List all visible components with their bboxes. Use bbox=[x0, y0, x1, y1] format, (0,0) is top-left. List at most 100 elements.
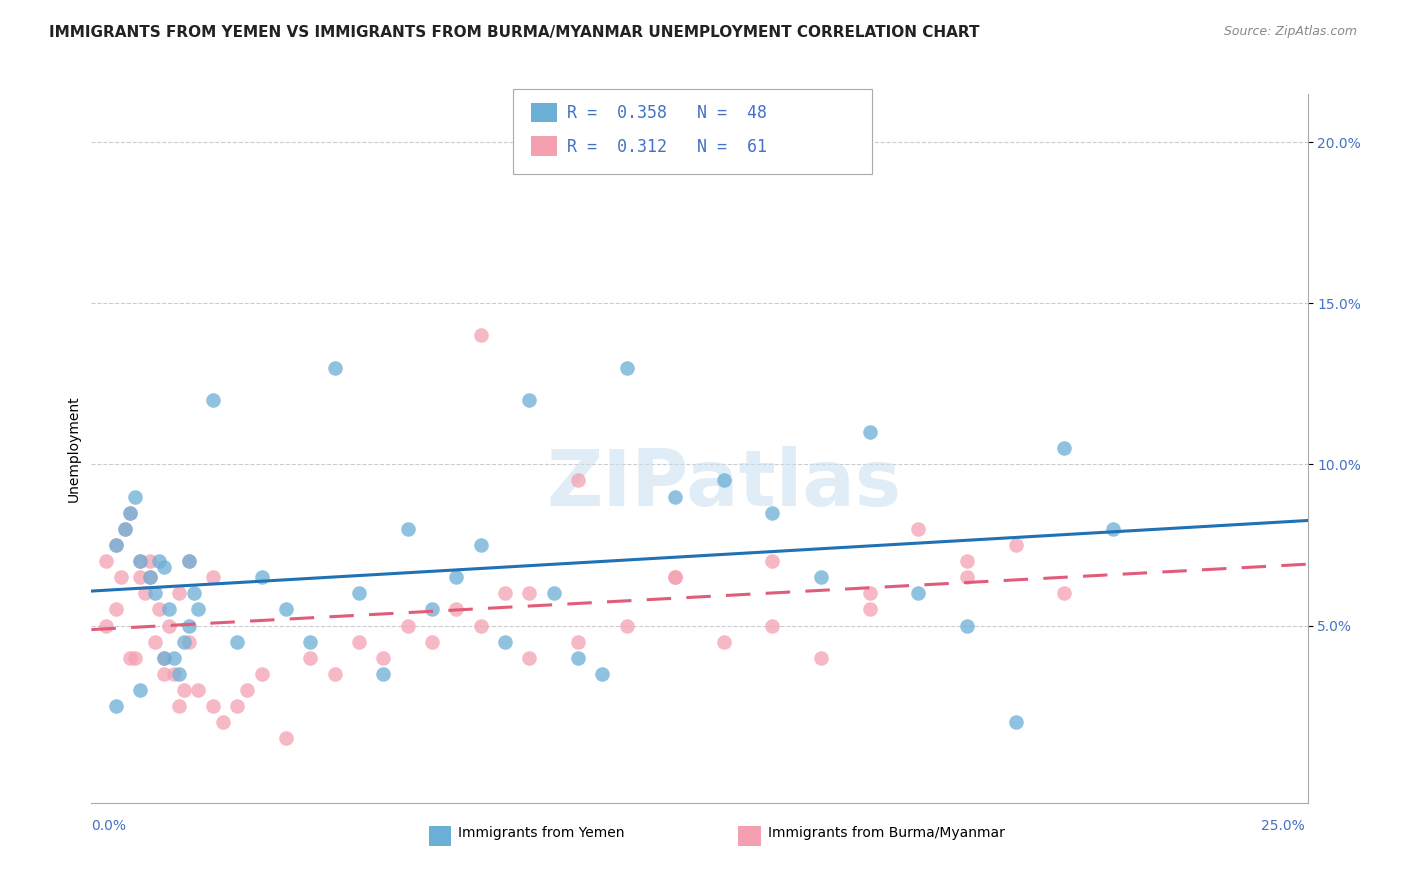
Point bbox=[183, 586, 205, 600]
Point bbox=[859, 586, 882, 600]
Point bbox=[157, 618, 180, 632]
Point bbox=[517, 586, 540, 600]
Point bbox=[810, 570, 832, 584]
Point bbox=[956, 618, 979, 632]
Point bbox=[202, 570, 225, 584]
Text: R =  0.312   N =  61: R = 0.312 N = 61 bbox=[567, 138, 766, 156]
Point bbox=[1053, 586, 1076, 600]
Point bbox=[139, 554, 162, 568]
Point bbox=[120, 506, 142, 520]
Text: Immigrants from Burma/Myanmar: Immigrants from Burma/Myanmar bbox=[768, 826, 1004, 840]
Point bbox=[134, 586, 156, 600]
Point bbox=[104, 602, 127, 616]
Point bbox=[226, 699, 249, 714]
Text: 0.0%: 0.0% bbox=[91, 819, 127, 833]
Point bbox=[907, 586, 929, 600]
Text: IMMIGRANTS FROM YEMEN VS IMMIGRANTS FROM BURMA/MYANMAR UNEMPLOYMENT CORRELATION : IMMIGRANTS FROM YEMEN VS IMMIGRANTS FROM… bbox=[49, 25, 980, 40]
Point bbox=[713, 634, 735, 648]
Point bbox=[567, 650, 589, 665]
Point bbox=[226, 634, 249, 648]
Point bbox=[1004, 538, 1026, 552]
Point bbox=[94, 554, 117, 568]
Point bbox=[139, 570, 162, 584]
Text: ZIPatlas: ZIPatlas bbox=[547, 446, 901, 522]
Point bbox=[177, 634, 200, 648]
Point bbox=[420, 602, 443, 616]
Text: Immigrants from Yemen: Immigrants from Yemen bbox=[458, 826, 624, 840]
Point bbox=[163, 650, 186, 665]
Point bbox=[167, 699, 190, 714]
Point bbox=[104, 699, 127, 714]
Point bbox=[323, 666, 346, 681]
Point bbox=[347, 586, 370, 600]
Point bbox=[299, 650, 322, 665]
Point bbox=[664, 490, 686, 504]
Point bbox=[129, 570, 152, 584]
Point bbox=[202, 392, 225, 407]
Point bbox=[591, 666, 613, 681]
Point bbox=[470, 328, 492, 343]
Point bbox=[761, 506, 783, 520]
Point bbox=[274, 731, 297, 746]
Point bbox=[173, 634, 195, 648]
Point bbox=[153, 666, 176, 681]
Point bbox=[761, 554, 783, 568]
Point bbox=[470, 538, 492, 552]
Point bbox=[114, 522, 136, 536]
Point bbox=[494, 634, 516, 648]
Point bbox=[157, 602, 180, 616]
Point bbox=[347, 634, 370, 648]
Point bbox=[444, 602, 467, 616]
Point bbox=[616, 360, 638, 375]
Point bbox=[177, 554, 200, 568]
Point bbox=[274, 602, 297, 616]
Point bbox=[494, 586, 516, 600]
Point bbox=[120, 650, 142, 665]
Point bbox=[444, 570, 467, 584]
Point bbox=[110, 570, 132, 584]
Point bbox=[517, 650, 540, 665]
Point bbox=[104, 538, 127, 552]
Point bbox=[420, 634, 443, 648]
Point bbox=[907, 522, 929, 536]
Point bbox=[120, 506, 142, 520]
Point bbox=[211, 715, 233, 730]
Point bbox=[1004, 715, 1026, 730]
Point bbox=[202, 699, 225, 714]
Point bbox=[373, 650, 395, 665]
Point bbox=[187, 683, 209, 698]
Point bbox=[148, 602, 170, 616]
Point bbox=[396, 522, 419, 536]
Point bbox=[124, 490, 146, 504]
Point bbox=[373, 666, 395, 681]
Point bbox=[616, 618, 638, 632]
Point bbox=[153, 650, 176, 665]
Point bbox=[859, 602, 882, 616]
Point bbox=[859, 425, 882, 439]
Point bbox=[323, 360, 346, 375]
Point bbox=[567, 634, 589, 648]
Text: 25.0%: 25.0% bbox=[1261, 819, 1305, 833]
Point bbox=[139, 570, 162, 584]
Point bbox=[177, 618, 200, 632]
Point bbox=[114, 522, 136, 536]
Point bbox=[163, 666, 186, 681]
Point bbox=[761, 618, 783, 632]
Point bbox=[664, 570, 686, 584]
Point bbox=[129, 554, 152, 568]
Text: Source: ZipAtlas.com: Source: ZipAtlas.com bbox=[1223, 25, 1357, 38]
Point bbox=[124, 650, 146, 665]
Point bbox=[517, 392, 540, 407]
Point bbox=[173, 683, 195, 698]
Point bbox=[143, 586, 166, 600]
Point bbox=[956, 570, 979, 584]
Point bbox=[167, 586, 190, 600]
Point bbox=[470, 618, 492, 632]
Y-axis label: Unemployment: Unemployment bbox=[66, 395, 80, 501]
Point bbox=[299, 634, 322, 648]
Point bbox=[153, 650, 176, 665]
Point bbox=[250, 570, 273, 584]
Point bbox=[148, 554, 170, 568]
Point bbox=[129, 554, 152, 568]
Point bbox=[129, 683, 152, 698]
